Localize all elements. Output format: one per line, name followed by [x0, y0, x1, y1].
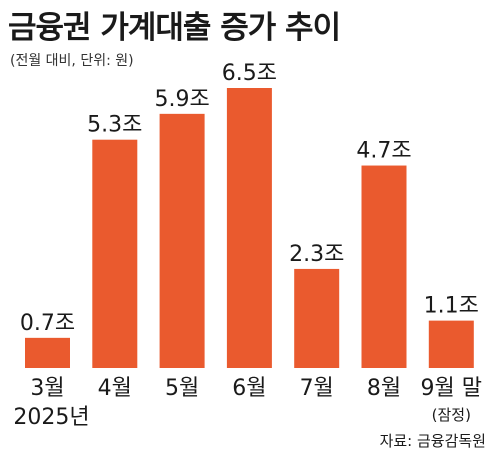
category-label-7: 9월 말 — [421, 376, 482, 401]
category-label-4: 6월 — [232, 376, 266, 401]
category-note-7: (잠정) — [432, 406, 471, 424]
category-label-2: 4월 — [98, 376, 132, 401]
value-label-3: 5.9조 — [154, 87, 209, 112]
bar-2 — [92, 139, 138, 368]
source-note: 자료: 금융감독원 — [379, 432, 486, 450]
bar-7 — [428, 320, 474, 368]
bar-5 — [294, 268, 340, 368]
bar-3 — [159, 113, 205, 368]
value-label-2: 5.3조 — [87, 113, 142, 138]
category-note-1: 2025년 — [13, 405, 89, 430]
category-label-6: 8월 — [367, 376, 401, 401]
value-label-5: 2.3조 — [289, 242, 344, 267]
chart-title: 금융권 가계대출 증가 추이 — [8, 10, 341, 46]
value-label-4: 6.5조 — [222, 61, 277, 86]
category-label-1: 3월 — [30, 376, 64, 401]
category-label-3: 5월 — [165, 376, 199, 401]
bar-1 — [25, 337, 70, 368]
chart-subtitle: (전월 대비, 단위: 원) — [10, 53, 134, 69]
value-label-6: 4.7조 — [356, 139, 411, 164]
bar-6 — [361, 165, 407, 368]
bar-4 — [226, 88, 272, 368]
category-label-5: 7월 — [300, 376, 334, 401]
value-label-1: 0.7조 — [20, 311, 75, 336]
value-label-7: 1.1조 — [424, 294, 479, 319]
